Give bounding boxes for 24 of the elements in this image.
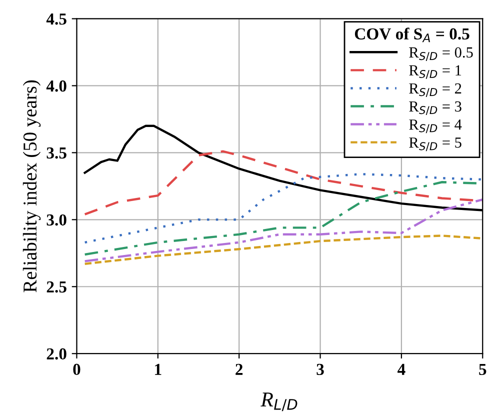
y-tick-label: 3.0 — [46, 214, 66, 226]
legend-label: R$_{S/D}$ = 5 — [409, 138, 462, 152]
y-tick-label: 4.0 — [46, 80, 66, 92]
legend-label: R$_{S/D}$ = 4 — [409, 120, 462, 134]
legend-label: R$_{S/D}$ = 1 — [409, 65, 462, 79]
y-tick-label: 4.5 — [46, 14, 66, 25]
x-tick-label: 1 — [155, 364, 162, 375]
line-series — [84, 198, 483, 262]
x-tick-label: 4 — [398, 364, 406, 375]
y-axis-title: Reliability index (50 years) — [22, 80, 41, 292]
y-tick-label: 2.5 — [46, 281, 66, 293]
legend-title: COV of S$_{A}$ = 0.5 — [354, 28, 470, 42]
line-series — [84, 172, 483, 244]
legend-label: R$_{S/D}$ = 2 — [409, 83, 462, 97]
x-axis-title: R$_{L/D}$ — [260, 392, 298, 412]
legend-label: R$_{S/D}$ = 0.5 — [409, 47, 473, 61]
x-tick-label: 5 — [479, 364, 486, 376]
y-tick-label: 2.0 — [46, 348, 66, 360]
y-tick-label: 3.5 — [46, 147, 66, 159]
legend-label: R$_{S/D}$ = 3 — [409, 101, 462, 115]
x-tick-label: 0 — [73, 364, 80, 376]
x-tick-label: 3 — [316, 364, 324, 376]
x-tick-label: 2 — [236, 364, 243, 375]
line-series — [84, 234, 483, 265]
